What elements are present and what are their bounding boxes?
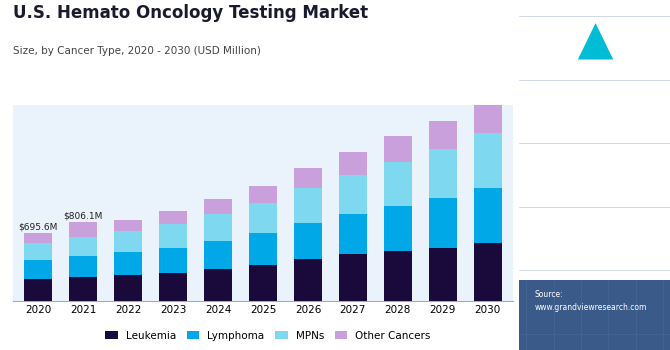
- Text: U.S. Hemato Oncology Testing Market: U.S. Hemato Oncology Testing Market: [13, 4, 368, 21]
- Bar: [429, 121, 457, 149]
- Bar: [294, 223, 322, 259]
- Bar: [114, 275, 142, 301]
- Text: 13.3%: 13.3%: [537, 113, 653, 146]
- Bar: [339, 152, 367, 175]
- Text: $695.6M: $695.6M: [19, 222, 58, 231]
- Bar: [525, 25, 562, 63]
- Bar: [339, 175, 367, 214]
- Text: Source:
www.grandviewresearch.com: Source: www.grandviewresearch.com: [535, 290, 647, 312]
- Bar: [159, 211, 187, 224]
- Bar: [69, 222, 97, 237]
- Bar: [474, 188, 502, 243]
- Text: GRAND VIEW RESEARCH: GRAND VIEW RESEARCH: [551, 71, 641, 77]
- Bar: [114, 231, 142, 252]
- Bar: [294, 188, 322, 223]
- Bar: [384, 206, 412, 251]
- Bar: [114, 252, 142, 275]
- Bar: [577, 25, 614, 63]
- Bar: [474, 133, 502, 188]
- Bar: [339, 254, 367, 301]
- Bar: [384, 162, 412, 206]
- Bar: [384, 136, 412, 162]
- Bar: [429, 248, 457, 301]
- Bar: [249, 233, 277, 265]
- Bar: [204, 214, 232, 241]
- Bar: [474, 243, 502, 301]
- Bar: [24, 243, 52, 260]
- Bar: [249, 186, 277, 203]
- Bar: [339, 214, 367, 254]
- Bar: [114, 220, 142, 231]
- Bar: [474, 102, 502, 133]
- Bar: [69, 256, 97, 277]
- Bar: [159, 224, 187, 247]
- Bar: [24, 260, 52, 279]
- Bar: [429, 198, 457, 248]
- Bar: [384, 251, 412, 301]
- Bar: [204, 199, 232, 214]
- Bar: [204, 269, 232, 301]
- Bar: [249, 203, 277, 233]
- Text: $806.1M: $806.1M: [64, 211, 103, 220]
- Bar: [204, 241, 232, 269]
- Bar: [159, 247, 187, 273]
- Bar: [249, 265, 277, 301]
- Text: U.S. Market CAGR,
2023 - 2030: U.S. Market CAGR, 2023 - 2030: [547, 177, 643, 201]
- Bar: [24, 233, 52, 243]
- Bar: [294, 259, 322, 301]
- Polygon shape: [578, 23, 613, 60]
- Bar: [294, 168, 322, 188]
- Bar: [429, 149, 457, 198]
- Text: Size, by Cancer Type, 2020 - 2030 (USD Million): Size, by Cancer Type, 2020 - 2030 (USD M…: [13, 46, 261, 56]
- Bar: [69, 277, 97, 301]
- Bar: [628, 25, 665, 63]
- Bar: [69, 237, 97, 256]
- Legend: Leukemia, Lymphoma, MPNs, Other Cancers: Leukemia, Lymphoma, MPNs, Other Cancers: [101, 327, 435, 345]
- Bar: [159, 273, 187, 301]
- Bar: [24, 279, 52, 301]
